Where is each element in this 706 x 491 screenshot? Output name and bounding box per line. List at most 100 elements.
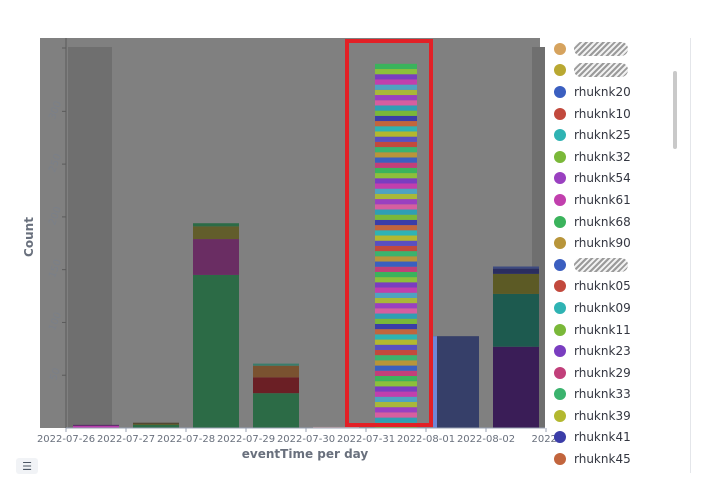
bar-segment[interactable] bbox=[375, 344, 417, 350]
bar-segment[interactable] bbox=[493, 346, 539, 428]
bar-segment[interactable] bbox=[375, 391, 417, 397]
legend-item[interactable]: rhuknk54 bbox=[550, 168, 680, 190]
bar-segment[interactable] bbox=[193, 239, 239, 275]
legend-item[interactable] bbox=[550, 254, 680, 276]
bar-segment[interactable] bbox=[375, 370, 417, 376]
bar-segment[interactable] bbox=[493, 273, 539, 294]
bar-segment[interactable] bbox=[133, 423, 179, 425]
bar-segment[interactable] bbox=[375, 100, 417, 106]
legend-item[interactable]: rhuknk61 bbox=[550, 189, 680, 211]
bar-segment[interactable] bbox=[375, 63, 417, 70]
bar-segment[interactable] bbox=[375, 318, 417, 324]
legend-item[interactable]: rhuknk20 bbox=[550, 81, 680, 103]
bar-segment[interactable] bbox=[375, 422, 417, 428]
bar-segment[interactable] bbox=[375, 375, 417, 382]
bar-segment[interactable] bbox=[375, 308, 417, 314]
bar-segment[interactable] bbox=[375, 136, 417, 142]
bar-segment[interactable] bbox=[375, 178, 417, 184]
legend-item[interactable]: rhuknk90 bbox=[550, 232, 680, 254]
bar-segment[interactable] bbox=[375, 240, 417, 246]
bar-segment[interactable] bbox=[375, 126, 417, 132]
legend-item[interactable]: rhuknk25 bbox=[550, 124, 680, 146]
bar-segment[interactable] bbox=[375, 412, 417, 418]
bar-segment[interactable] bbox=[375, 287, 417, 293]
bar-segment[interactable] bbox=[375, 261, 417, 267]
bar-segment[interactable] bbox=[375, 193, 417, 200]
bar-segment[interactable] bbox=[375, 162, 417, 168]
bar-segment[interactable] bbox=[375, 401, 417, 408]
legend-item[interactable]: rhuknk09 bbox=[550, 297, 680, 319]
bar-segment[interactable] bbox=[375, 110, 417, 116]
bar-segment[interactable] bbox=[375, 381, 417, 387]
bar-segment[interactable] bbox=[375, 157, 417, 163]
bar-segment[interactable] bbox=[375, 89, 417, 96]
bar-segment[interactable] bbox=[375, 167, 417, 174]
bar-segment[interactable] bbox=[375, 360, 417, 366]
bar-segment[interactable] bbox=[493, 293, 539, 347]
bar-segment[interactable] bbox=[375, 417, 417, 423]
bar-segment[interactable] bbox=[375, 407, 417, 413]
bar-segment[interactable] bbox=[193, 223, 239, 227]
bar-segment[interactable] bbox=[375, 313, 417, 319]
bar-segment[interactable] bbox=[493, 266, 539, 269]
legend-item[interactable]: rhuknk23 bbox=[550, 340, 680, 362]
bar-segment[interactable] bbox=[375, 69, 417, 75]
bar-segment[interactable] bbox=[375, 329, 417, 335]
legend-item[interactable] bbox=[550, 60, 680, 82]
bar-segment[interactable] bbox=[133, 422, 179, 424]
bar-segment[interactable] bbox=[193, 274, 239, 428]
bar-segment[interactable] bbox=[375, 219, 417, 226]
bar-segment[interactable] bbox=[375, 277, 417, 283]
bar-segment[interactable] bbox=[375, 141, 417, 148]
bar-segment[interactable] bbox=[375, 79, 417, 85]
legend-item[interactable]: rhuknk29 bbox=[550, 362, 680, 384]
bar-segment[interactable] bbox=[375, 214, 417, 220]
bar-segment[interactable] bbox=[375, 292, 417, 298]
bar-segment[interactable] bbox=[375, 173, 417, 179]
bar-segment[interactable] bbox=[375, 297, 417, 304]
bar-segment[interactable] bbox=[313, 426, 359, 428]
bar-segment[interactable] bbox=[433, 336, 479, 428]
bar-segment[interactable] bbox=[375, 209, 417, 215]
legend-item[interactable]: rhuknk10 bbox=[550, 103, 680, 125]
bar-segment[interactable] bbox=[73, 424, 119, 426]
bar-segment[interactable] bbox=[375, 230, 417, 236]
legend-item[interactable]: rhuknk11 bbox=[550, 319, 680, 341]
bar-segment[interactable] bbox=[193, 226, 239, 240]
bar-segment[interactable] bbox=[375, 323, 417, 330]
bar-segment[interactable] bbox=[375, 121, 417, 127]
bar-segment[interactable] bbox=[375, 235, 417, 241]
bar-segment[interactable] bbox=[375, 183, 417, 189]
legend-item[interactable]: rhuknk33 bbox=[550, 384, 680, 406]
bar-segment[interactable] bbox=[493, 268, 539, 274]
bar-segment[interactable] bbox=[375, 339, 417, 345]
bar-segment[interactable] bbox=[375, 251, 417, 257]
bar-segment[interactable] bbox=[375, 386, 417, 392]
bar-segment[interactable] bbox=[375, 152, 417, 158]
legend-scrollbar[interactable] bbox=[673, 71, 677, 149]
legend-item[interactable] bbox=[550, 38, 680, 60]
legend-item[interactable]: rhuknk05 bbox=[550, 276, 680, 298]
bar-segment[interactable] bbox=[73, 425, 119, 428]
bar-segment[interactable] bbox=[375, 365, 417, 371]
bar-segment[interactable] bbox=[375, 74, 417, 80]
list-icon[interactable]: ☰ bbox=[16, 458, 38, 474]
bar-segment[interactable] bbox=[375, 396, 417, 402]
bar-segment[interactable] bbox=[375, 334, 417, 340]
bar-segment[interactable] bbox=[375, 266, 417, 272]
legend-item[interactable]: rhuknk32 bbox=[550, 146, 680, 168]
bar-segment[interactable] bbox=[375, 95, 417, 101]
bar-segment[interactable] bbox=[375, 256, 417, 262]
bar-segment[interactable] bbox=[253, 377, 299, 394]
bar-segment[interactable] bbox=[375, 245, 417, 252]
bar-segment[interactable] bbox=[375, 204, 417, 210]
legend-item[interactable]: rhuknk41 bbox=[550, 427, 680, 449]
bar-segment[interactable] bbox=[375, 105, 417, 111]
bar-segment[interactable] bbox=[375, 303, 417, 309]
bar-segment[interactable] bbox=[375, 188, 417, 194]
bar-segment[interactable] bbox=[375, 84, 417, 90]
bar-segment[interactable] bbox=[433, 336, 437, 428]
bar-segment[interactable] bbox=[375, 199, 417, 205]
bar-segment[interactable] bbox=[375, 349, 417, 356]
bar-segment[interactable] bbox=[375, 115, 417, 122]
